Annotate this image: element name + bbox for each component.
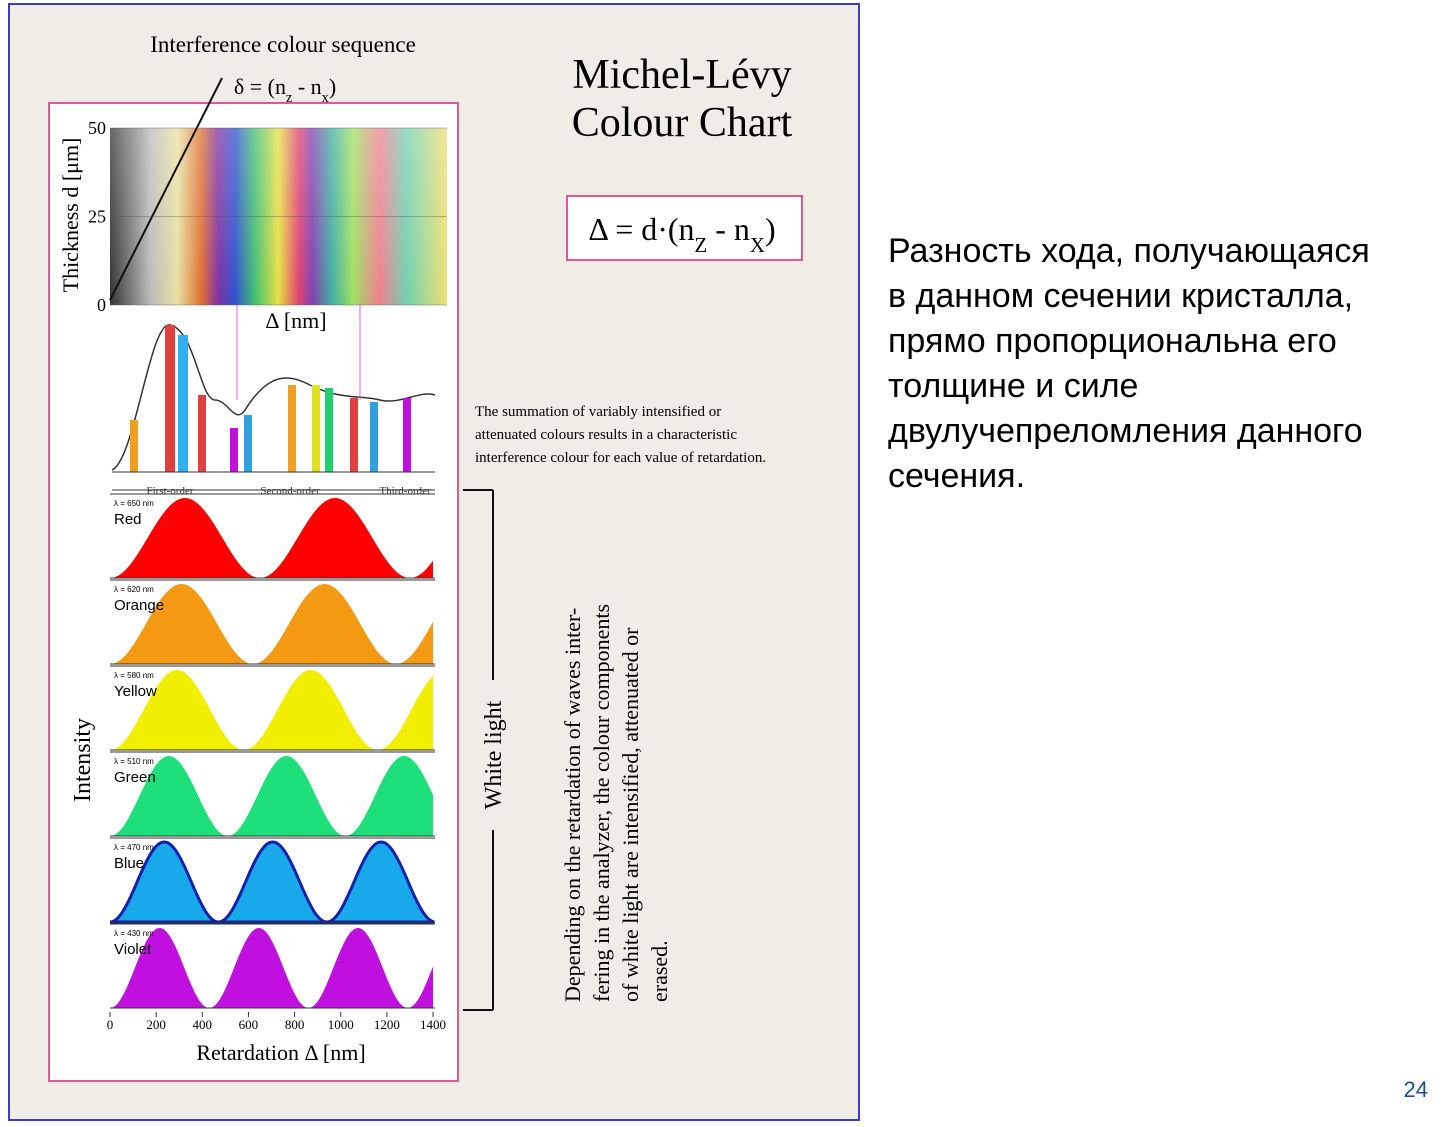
order-label: Second-order xyxy=(260,485,320,497)
summation-bars xyxy=(111,305,436,491)
x-tick-label: 200 xyxy=(146,1017,166,1032)
delta-line xyxy=(109,77,223,301)
wave-wavelength: λ = 580 nm xyxy=(114,671,154,680)
wave-name: Yellow xyxy=(114,683,157,700)
intensity-curve xyxy=(110,670,433,750)
summation-line: interference colour for each value of re… xyxy=(475,450,766,466)
depending-line: erased. xyxy=(647,940,672,1002)
body-line: Разность хода, получающаяся xyxy=(888,232,1370,270)
wave-name: Blue xyxy=(114,855,144,872)
formula-part: Z xyxy=(695,234,708,257)
intensity-curve xyxy=(110,498,433,578)
thickness-tick-label: 25 xyxy=(88,207,106,227)
x-tick-label: 1200 xyxy=(374,1017,400,1032)
formula-part: δ = (n xyxy=(234,74,286,99)
formula-part: Δ = d·(n xyxy=(588,211,694,247)
depending-line: fering in the analyzer, the colour compo… xyxy=(589,604,614,1002)
intensity-label: Intensity xyxy=(70,718,96,802)
body-line: в данном сечении кристалла, xyxy=(888,277,1353,315)
body-line: сечения. xyxy=(888,457,1025,495)
depending-line: of white light are intensified, attenuat… xyxy=(618,627,643,1002)
wave-wavelength: λ = 430 nm xyxy=(114,929,154,938)
wave-wavelength: λ = 620 nm xyxy=(114,585,154,594)
equation: Δ = d·(nZ - nX) xyxy=(588,211,775,257)
sequence-title: Interference colour sequence xyxy=(150,32,416,57)
band-axis-label: Δ [nm] xyxy=(265,308,326,333)
formula-part: z xyxy=(286,90,292,106)
intensity-curve xyxy=(110,928,433,1008)
x-axis-label: Retardation Δ [nm] xyxy=(196,1040,365,1065)
wave-name: Green xyxy=(114,769,156,786)
wave-name: Violet xyxy=(114,941,152,958)
thickness-tick-label: 50 xyxy=(88,118,106,138)
body-line: прямо пропорциональна его xyxy=(888,322,1337,360)
formula-part: X xyxy=(750,234,765,257)
x-tick-label: 1000 xyxy=(328,1017,354,1032)
formula-part: x xyxy=(322,90,329,106)
thickness-tick-label: 0 xyxy=(97,295,106,315)
equation-box xyxy=(566,195,803,261)
order-label: First-order xyxy=(146,485,193,497)
figure-title: Michel-Lévy xyxy=(572,52,791,98)
wave-wavelength: λ = 650 nm xyxy=(114,499,154,508)
intensity-curve xyxy=(110,756,433,836)
intensity-curve xyxy=(109,840,435,924)
wave-name: Red xyxy=(114,511,142,528)
intensity-curve xyxy=(110,584,433,664)
x-tick-label: 800 xyxy=(285,1017,305,1032)
bracket-gap xyxy=(482,680,504,830)
formula-part: ) xyxy=(329,74,336,99)
x-tick-label: 400 xyxy=(193,1017,213,1032)
white-light: White light xyxy=(481,700,507,809)
thickness-label: Thickness d [μm] xyxy=(58,138,83,293)
body-line: толщине и силе xyxy=(888,367,1138,405)
delta-formula: δ = (nz - nx) xyxy=(234,74,336,106)
order-label: Third-order xyxy=(379,485,431,497)
formula-part: ) xyxy=(765,211,776,247)
x-tick-label: 600 xyxy=(239,1017,259,1032)
wave-name: Orange xyxy=(114,597,164,614)
figure-title: Colour Chart xyxy=(572,100,793,146)
x-tick-label: 0 xyxy=(107,1017,114,1032)
wave-wavelength: λ = 510 nm xyxy=(114,757,154,766)
body-line: двулучепреломления данного xyxy=(888,412,1363,450)
formula-part: - n xyxy=(707,211,750,247)
summation-line: The summation of variably intensified or xyxy=(475,404,721,420)
formula-part: - n xyxy=(292,74,321,99)
page-number: 24 xyxy=(1404,1077,1428,1102)
colour-band-fade xyxy=(110,128,447,305)
depending-line: Depending on the retardation of waves in… xyxy=(560,608,585,1002)
wave-wavelength: λ = 470 nm xyxy=(114,843,154,852)
x-tick-label: 1400 xyxy=(420,1017,446,1032)
summation-line: attenuated colours results in a characte… xyxy=(475,427,737,443)
